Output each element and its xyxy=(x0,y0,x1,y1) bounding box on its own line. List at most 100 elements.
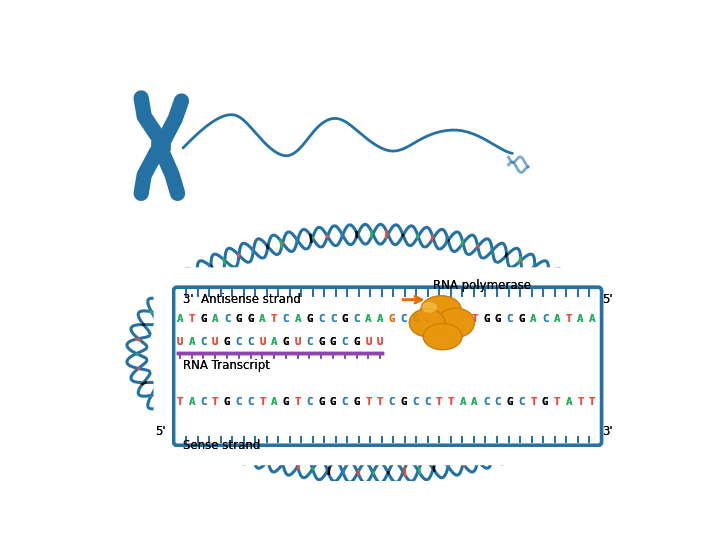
Text: T: T xyxy=(189,314,195,324)
Text: A: A xyxy=(554,314,560,324)
Text: C: C xyxy=(495,397,501,407)
Text: 3'  Antisense strand: 3' Antisense strand xyxy=(183,293,301,306)
Text: A: A xyxy=(577,314,584,324)
Text: T: T xyxy=(471,314,477,324)
Text: G: G xyxy=(283,337,289,347)
Text: T: T xyxy=(459,314,466,324)
Text: U: U xyxy=(294,337,301,347)
Text: G: G xyxy=(330,397,336,407)
Text: C: C xyxy=(518,397,525,407)
Text: U: U xyxy=(365,337,372,347)
Text: G: G xyxy=(483,314,490,324)
Text: C: C xyxy=(424,397,431,407)
Text: A: A xyxy=(589,314,595,324)
Text: 5': 5' xyxy=(155,426,166,438)
Ellipse shape xyxy=(423,323,462,350)
Text: C: C xyxy=(306,397,312,407)
Text: T: T xyxy=(176,397,183,407)
Text: Sense strand: Sense strand xyxy=(183,439,261,452)
Text: A: A xyxy=(577,314,584,324)
Text: A: A xyxy=(189,397,195,407)
Text: C: C xyxy=(341,397,348,407)
Text: U: U xyxy=(212,337,218,347)
Text: U: U xyxy=(377,337,384,347)
Text: A: A xyxy=(377,314,384,324)
Text: A: A xyxy=(459,397,466,407)
Text: G: G xyxy=(424,314,431,324)
Text: C: C xyxy=(224,314,230,324)
Text: A: A xyxy=(554,314,560,324)
Text: G: G xyxy=(318,397,325,407)
Text: G: G xyxy=(506,397,513,407)
Text: G: G xyxy=(341,314,348,324)
Text: G: G xyxy=(306,314,312,324)
Text: G: G xyxy=(283,397,289,407)
Text: C: C xyxy=(400,314,407,324)
Text: U: U xyxy=(176,337,183,347)
Text: G: G xyxy=(318,397,325,407)
Text: U: U xyxy=(176,337,183,347)
Text: T: T xyxy=(377,397,384,407)
Text: A: A xyxy=(589,314,595,324)
Text: C: C xyxy=(330,314,336,324)
Text: C: C xyxy=(413,397,419,407)
Text: A: A xyxy=(259,314,266,324)
Text: C: C xyxy=(318,314,325,324)
Text: T: T xyxy=(459,314,466,324)
Ellipse shape xyxy=(437,308,474,338)
Text: U: U xyxy=(259,337,266,347)
Text: A: A xyxy=(212,314,218,324)
Text: A: A xyxy=(189,397,195,407)
Text: 5': 5' xyxy=(602,293,613,306)
Text: G: G xyxy=(330,337,336,347)
Text: T: T xyxy=(212,397,218,407)
Text: T: T xyxy=(577,397,584,407)
Text: U: U xyxy=(212,337,218,347)
Text: T: T xyxy=(530,397,536,407)
Text: C: C xyxy=(542,314,549,324)
Text: C: C xyxy=(235,397,242,407)
Ellipse shape xyxy=(422,302,437,313)
Text: T: T xyxy=(530,397,536,407)
Text: G: G xyxy=(200,314,207,324)
Text: Sense strand: Sense strand xyxy=(183,439,261,452)
Text: T: T xyxy=(577,397,584,407)
Text: G: G xyxy=(389,314,395,324)
Text: C: C xyxy=(330,314,336,324)
Text: 3'  Antisense strand: 3' Antisense strand xyxy=(183,293,301,306)
Text: G: G xyxy=(318,337,325,347)
Text: G: G xyxy=(400,397,407,407)
Text: C: C xyxy=(389,397,395,407)
FancyBboxPatch shape xyxy=(174,287,601,445)
Text: C: C xyxy=(200,397,207,407)
Text: T: T xyxy=(436,397,442,407)
Text: C: C xyxy=(235,397,242,407)
FancyBboxPatch shape xyxy=(174,287,601,445)
Text: A: A xyxy=(271,337,277,347)
Ellipse shape xyxy=(437,308,474,338)
Ellipse shape xyxy=(421,296,462,323)
Text: T: T xyxy=(471,314,477,324)
Text: 5': 5' xyxy=(155,426,166,438)
Text: A: A xyxy=(365,314,372,324)
Text: T: T xyxy=(448,397,454,407)
Text: A: A xyxy=(448,314,454,324)
Text: G: G xyxy=(235,314,242,324)
Text: G: G xyxy=(224,337,230,347)
Text: C: C xyxy=(224,314,230,324)
Ellipse shape xyxy=(421,296,462,323)
Text: U: U xyxy=(365,337,372,347)
FancyBboxPatch shape xyxy=(153,267,621,465)
Text: G: G xyxy=(518,314,525,324)
Ellipse shape xyxy=(423,323,462,350)
Text: C: C xyxy=(542,314,549,324)
Text: G: G xyxy=(354,337,360,347)
Text: T: T xyxy=(294,397,301,407)
Text: C: C xyxy=(200,337,207,347)
Text: C: C xyxy=(318,314,325,324)
Text: G: G xyxy=(224,397,230,407)
Text: A: A xyxy=(436,314,442,324)
Text: T: T xyxy=(448,397,454,407)
Text: C: C xyxy=(341,337,348,347)
Text: G: G xyxy=(518,314,525,324)
